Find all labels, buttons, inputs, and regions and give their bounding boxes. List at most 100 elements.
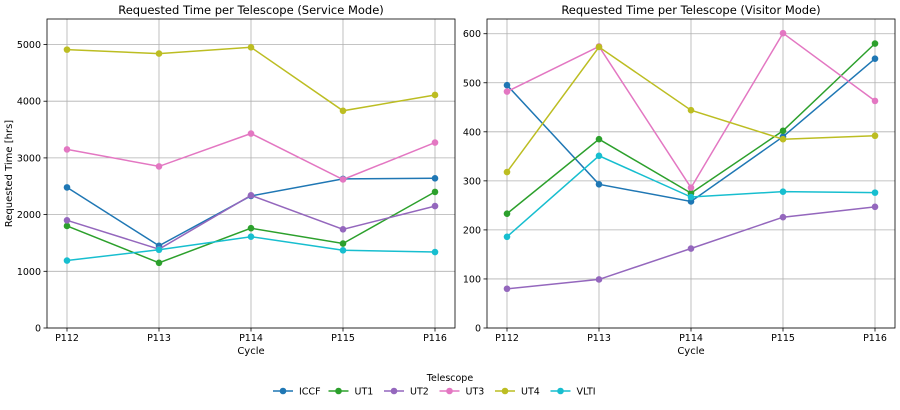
- data-point: [503, 285, 511, 293]
- data-point: [63, 46, 71, 53]
- legend-item-ut4: UT4: [495, 387, 540, 398]
- chart-panel-1: P112 P113 P114 P115 P116 0 1000 2000 3000 4000 500…: [4, 3, 456, 357]
- series-ut3: [63, 130, 439, 183]
- data-point: [63, 146, 71, 153]
- legend-item-vlti: VLTI: [550, 387, 596, 398]
- data-point: [63, 184, 71, 191]
- series-ut1: [63, 188, 439, 267]
- data-point: [63, 222, 71, 230]
- y-tick-label: 3000: [17, 153, 41, 164]
- legend: Telescope ICCF UT1 UT2 UT3 UT4 VLTI: [273, 373, 596, 398]
- legend-item-ut2: UT2: [384, 387, 429, 398]
- x-axis-label: Cycle: [237, 346, 264, 357]
- series-ut4: [63, 44, 439, 115]
- data-point: [871, 40, 879, 47]
- legend-label: UT1: [355, 387, 374, 398]
- legend-label: UT3: [466, 387, 485, 398]
- data-point: [503, 88, 511, 95]
- series-ut1: [503, 40, 879, 218]
- data-point: [595, 152, 603, 160]
- data-point: [871, 132, 879, 140]
- y-tick-label: 4000: [17, 97, 41, 108]
- data-point: [431, 202, 439, 210]
- data-point: [155, 163, 163, 170]
- y-tick-label: 500: [463, 78, 481, 89]
- data-point: [155, 259, 163, 267]
- legend-label: VLTI: [577, 387, 596, 398]
- data-point: [155, 246, 163, 254]
- data-point: [871, 189, 879, 196]
- data-point: [687, 245, 695, 252]
- data-point: [871, 97, 879, 105]
- data-point: [779, 29, 787, 37]
- y-tick-label: 200: [463, 225, 481, 236]
- data-point: [595, 43, 603, 51]
- chart-title: Requested Time per Telescope (Visitor Mo…: [561, 3, 820, 17]
- data-point: [503, 81, 511, 89]
- legend-label: UT4: [521, 387, 540, 398]
- data-point: [431, 188, 439, 196]
- legend-swatch-marker: [279, 387, 287, 395]
- y-tick-label: 300: [463, 176, 481, 187]
- data-point: [871, 55, 879, 63]
- y-tick-label: 600: [463, 29, 481, 40]
- data-point: [247, 233, 255, 241]
- legend-title: Telescope: [426, 373, 474, 384]
- data-point: [63, 257, 71, 264]
- legend-swatch-marker: [446, 387, 453, 395]
- x-tick-label: P114: [239, 333, 263, 344]
- data-point: [247, 44, 255, 51]
- chart-title: Requested Time per Telescope (Service Mo…: [118, 3, 384, 17]
- legend-item-ut3: UT3: [439, 387, 485, 398]
- data-point: [339, 226, 347, 233]
- x-tick-label: P115: [331, 333, 355, 344]
- data-point: [871, 203, 879, 211]
- data-point: [503, 168, 511, 176]
- y-tick-label: 0: [475, 324, 481, 335]
- x-tick-label: P116: [863, 333, 887, 344]
- data-point: [595, 276, 603, 283]
- data-point: [687, 184, 695, 192]
- data-point: [63, 216, 71, 224]
- data-point: [779, 135, 787, 143]
- chart-panel-2: P112 P113 P114 P115 P116 0 100 200 300 400 500 600 R…: [463, 3, 896, 357]
- data-point: [779, 213, 787, 221]
- data-point: [431, 139, 439, 146]
- data-point: [687, 193, 695, 201]
- data-point: [503, 210, 511, 218]
- y-tick-label: 400: [463, 127, 481, 138]
- data-point: [503, 233, 511, 241]
- legend-item-ut1: UT1: [328, 387, 374, 398]
- legend-label: ICCF: [299, 387, 321, 398]
- x-tick-label: P114: [679, 333, 703, 344]
- legend-swatch-marker: [501, 387, 509, 395]
- x-tick-label: P113: [587, 333, 611, 344]
- legend-swatch-marker: [390, 387, 398, 395]
- series-ut4: [503, 43, 879, 176]
- legend-swatch-marker: [335, 387, 342, 395]
- x-tick-label: P112: [55, 333, 79, 344]
- x-tick-label: P112: [495, 333, 519, 344]
- x-tick-label: P116: [423, 333, 447, 344]
- y-tick-label: 2000: [17, 210, 41, 221]
- data-point: [595, 135, 603, 143]
- data-point: [339, 176, 347, 183]
- data-point: [247, 224, 255, 232]
- series-ut2: [503, 203, 879, 293]
- y-tick-label: 5000: [17, 40, 41, 51]
- series-vlti: [503, 152, 879, 241]
- data-point: [431, 91, 439, 99]
- data-point: [779, 127, 787, 135]
- legend-swatch-marker: [557, 387, 564, 395]
- data-point: [431, 175, 439, 182]
- data-point: [339, 240, 347, 247]
- y-tick-label: 0: [35, 324, 41, 335]
- data-point: [339, 107, 347, 115]
- legend-item-iccf: ICCF: [273, 387, 321, 398]
- data-point: [247, 130, 255, 137]
- data-point: [155, 50, 163, 57]
- x-axis-label: Cycle: [677, 346, 704, 357]
- x-tick-label: P113: [147, 333, 171, 344]
- series-vlti: [63, 233, 439, 264]
